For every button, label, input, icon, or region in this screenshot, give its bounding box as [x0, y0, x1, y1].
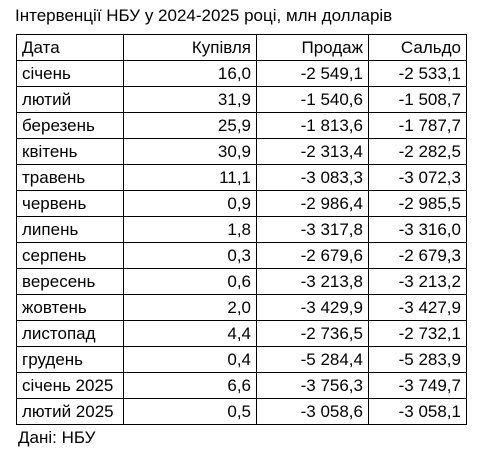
cell-balance: -2 282,5	[368, 138, 467, 165]
cell-purchase: 31,9	[123, 86, 257, 113]
cell-sale: -2 986,4	[256, 190, 369, 217]
cell-sale: -2 313,4	[256, 138, 369, 165]
table-row: серпень 0,3 -2 679,6 -2 679,3	[16, 242, 467, 269]
cell-date: вересень	[16, 268, 124, 295]
cell-sale: -2 679,6	[256, 242, 369, 269]
cell-purchase: 0,4	[123, 346, 257, 373]
cell-balance: -2 985,5	[368, 190, 467, 217]
cell-date: квітень	[16, 138, 124, 165]
cell-date: липень	[16, 216, 124, 243]
cell-purchase: 25,9	[123, 112, 257, 139]
cell-sale: -3 213,8	[256, 268, 369, 295]
cell-purchase: 16,0	[123, 60, 257, 87]
table-body: січень 16,0 -2 549,1 -2 533,1 лютий 31,9 -1 54…	[16, 60, 467, 425]
cell-date: січень 2025	[16, 372, 124, 399]
cell-balance: -3 213,2	[368, 268, 467, 295]
cell-balance: -3 072,3	[368, 164, 467, 191]
table-row: березень 25,9 -1 813,6 -1 787,7	[16, 112, 467, 139]
interventions-table: Дата Купівля Продаж Сальдо січень 16,0 -2 …	[16, 34, 467, 425]
header-sale: Продаж	[256, 34, 369, 61]
cell-purchase: 6,6	[123, 372, 257, 399]
cell-sale: -5 284,4	[256, 346, 369, 373]
cell-balance: -3 058,1	[368, 398, 467, 425]
cell-date: червень	[16, 190, 124, 217]
cell-sale: -3 756,3	[256, 372, 369, 399]
cell-sale: -3 058,6	[256, 398, 369, 425]
table-header-row: Дата Купівля Продаж Сальдо	[16, 34, 467, 61]
table-row: липень 1,8 -3 317,8 -3 316,0	[16, 216, 467, 243]
table-row: січень 2025 6,6 -3 756,3 -3 749,7	[16, 372, 467, 399]
cell-balance: -1 508,7	[368, 86, 467, 113]
table-row: квітень 30,9 -2 313,4 -2 282,5	[16, 138, 467, 165]
table-row: жовтень 2,0 -3 429,9 -3 427,9	[16, 294, 467, 321]
cell-purchase: 0,3	[123, 242, 257, 269]
cell-sale: -1 813,6	[256, 112, 369, 139]
cell-sale: -3 317,8	[256, 216, 369, 243]
cell-sale: -1 540,6	[256, 86, 369, 113]
cell-date: травень	[16, 164, 124, 191]
cell-date: серпень	[16, 242, 124, 269]
table-row: грудень 0,4 -5 284,4 -5 283,9	[16, 346, 467, 373]
cell-purchase: 30,9	[123, 138, 257, 165]
cell-sale: -3 083,3	[256, 164, 369, 191]
cell-date: березень	[16, 112, 124, 139]
cell-purchase: 1,8	[123, 216, 257, 243]
table-row: листопад 4,4 -2 736,5 -2 732,1	[16, 320, 467, 347]
header-balance: Сальдо	[368, 34, 467, 61]
source-note: Дані: НБУ	[18, 428, 96, 447]
cell-date: грудень	[16, 346, 124, 373]
cell-sale: -3 429,9	[256, 294, 369, 321]
cell-balance: -2 533,1	[368, 60, 467, 87]
cell-balance: -2 732,1	[368, 320, 467, 347]
cell-purchase: 0,9	[123, 190, 257, 217]
cell-date: листопад	[16, 320, 124, 347]
cell-balance: -5 283,9	[368, 346, 467, 373]
cell-date: жовтень	[16, 294, 124, 321]
cell-sale: -2 736,5	[256, 320, 369, 347]
cell-purchase: 0,5	[123, 398, 257, 425]
cell-balance: -3 427,9	[368, 294, 467, 321]
cell-purchase: 11,1	[123, 164, 257, 191]
table-row: травень 11,1 -3 083,3 -3 072,3	[16, 164, 467, 191]
header-date: Дата	[16, 34, 124, 61]
cell-date: лютий	[16, 86, 124, 113]
cell-sale: -2 549,1	[256, 60, 369, 87]
table-row: вересень 0,6 -3 213,8 -3 213,2	[16, 268, 467, 295]
cell-balance: -3 749,7	[368, 372, 467, 399]
table-row: червень 0,9 -2 986,4 -2 985,5	[16, 190, 467, 217]
table-row: лютий 31,9 -1 540,6 -1 508,7	[16, 86, 467, 113]
cell-purchase: 2,0	[123, 294, 257, 321]
page-title: Інтервенції НБУ у 2024-2025 році, млн до…	[15, 6, 393, 25]
table-row: лютий 2025 0,5 -3 058,6 -3 058,1	[16, 398, 467, 425]
cell-balance: -3 316,0	[368, 216, 467, 243]
cell-balance: -1 787,7	[368, 112, 467, 139]
cell-purchase: 4,4	[123, 320, 257, 347]
cell-date: лютий 2025	[16, 398, 124, 425]
cell-date: січень	[16, 60, 124, 87]
cell-balance: -2 679,3	[368, 242, 467, 269]
cell-purchase: 0,6	[123, 268, 257, 295]
header-purchase: Купівля	[123, 34, 257, 61]
table-row: січень 16,0 -2 549,1 -2 533,1	[16, 60, 467, 87]
